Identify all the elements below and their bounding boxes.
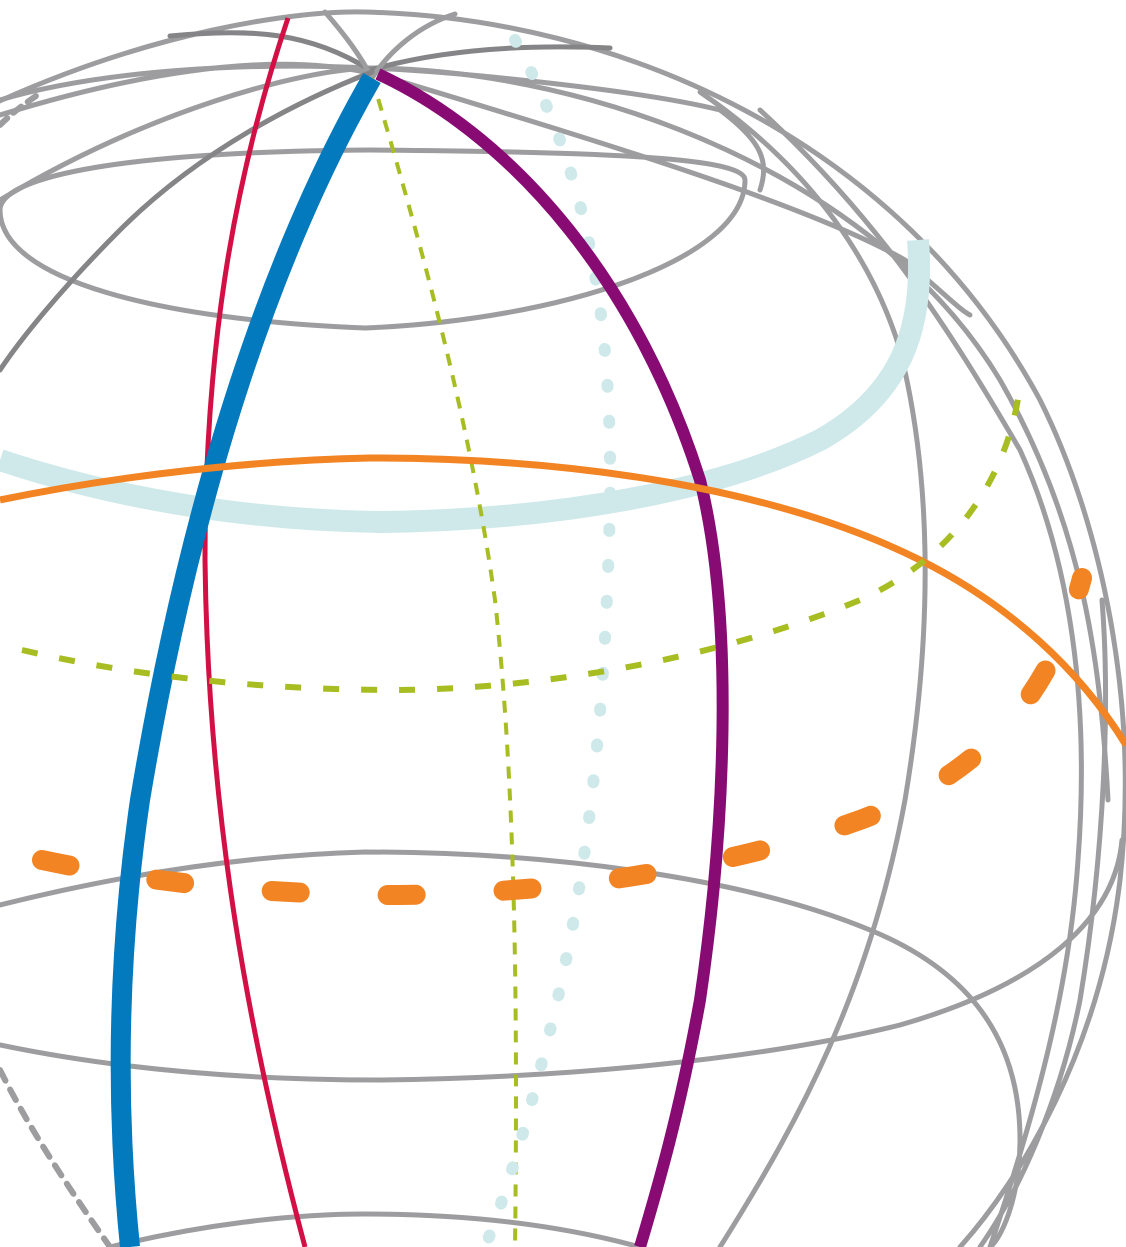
cap-arc-5 <box>0 69 375 373</box>
lower-latitude-ellipse <box>0 849 1023 1247</box>
gray-dashed-corner <box>0 89 45 128</box>
cap-arc-9 <box>977 597 1109 1247</box>
outer-silhouette <box>0 9 1126 1247</box>
great-circle-meridian-purple <box>375 68 729 1247</box>
cap-arc-1 <box>0 63 767 193</box>
cap-arc-8 <box>757 107 1084 1247</box>
great-circle-meridian-blue <box>110 73 381 1247</box>
cap-arc-4 <box>322 9 458 83</box>
latitude-circle-orange <box>0 454 1126 747</box>
great-circle-meridian-crimson <box>202 17 308 1247</box>
cap-arc-7 <box>697 89 928 1247</box>
equator-dashed-orange <box>32 568 1092 906</box>
cap-arc-3 <box>0 61 368 118</box>
gray-dashed-edge <box>0 1067 113 1247</box>
meridian-dashed-olive <box>370 77 518 1247</box>
gray-wireframe <box>0 9 1126 1247</box>
parallel-dotted-olive <box>21 384 1023 694</box>
meridian-dotted-light-blue <box>479 34 617 1247</box>
bottom-latitude <box>107 1211 643 1247</box>
cap-arc-6 <box>377 72 973 318</box>
polar-ellipse <box>0 147 748 331</box>
latitude-circle-light-blue <box>0 239 931 534</box>
lower-latitude-front <box>0 837 1125 1083</box>
